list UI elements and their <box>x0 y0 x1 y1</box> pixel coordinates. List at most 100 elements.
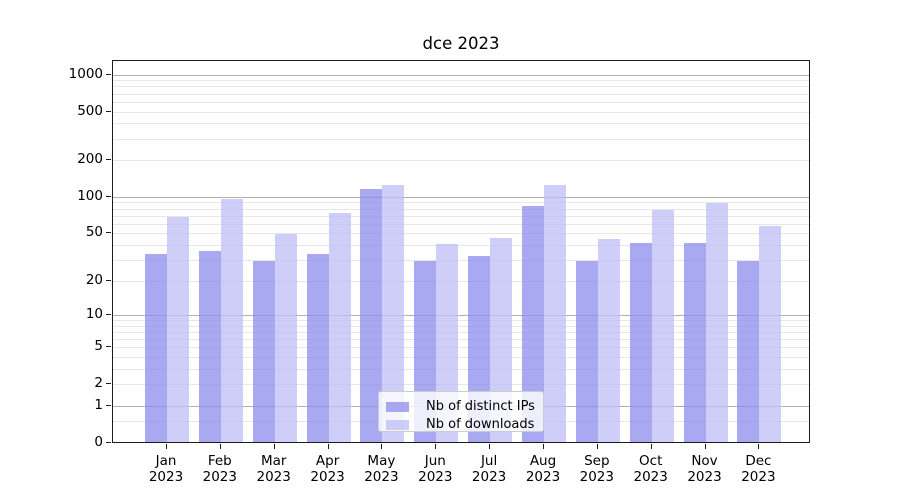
y-tick-label-200: 200 <box>77 151 103 168</box>
x-tick-label-mar: Mar 2023 <box>256 453 291 485</box>
x-tick-label-apr: Apr 2023 <box>310 453 345 485</box>
x-tick-mark <box>166 443 167 449</box>
bar-downloads-oct <box>651 210 674 442</box>
bar-downloads-jul <box>490 237 513 442</box>
bar-distinct-ips-apr <box>306 254 329 442</box>
bar-downloads-apr <box>328 213 351 442</box>
gridline-200 <box>113 160 809 162</box>
gridline-90 <box>113 202 809 204</box>
x-tick-label-dec: Dec 2023 <box>741 453 776 485</box>
bar-downloads-nov <box>705 202 728 442</box>
bar-distinct-ips-jan <box>145 254 167 442</box>
x-tick-mark <box>543 443 544 449</box>
bar-distinct-ips-mar <box>252 260 275 442</box>
bar-distinct-ips-feb <box>198 250 221 442</box>
gridline-1000 <box>113 74 809 76</box>
y-tick-mark <box>106 314 111 316</box>
gridline-900 <box>113 80 809 82</box>
x-tick-label-oct: Oct 2023 <box>633 453 668 485</box>
bar-downloads-may <box>382 184 405 442</box>
y-tick-label-20: 20 <box>85 271 103 288</box>
gridline-700 <box>113 93 809 95</box>
x-tick-mark <box>219 443 221 449</box>
y-tick-mark <box>106 159 111 161</box>
gridline-8 <box>113 325 809 327</box>
y-tick-mark <box>106 73 111 75</box>
plot-area <box>112 60 810 443</box>
x-tick-label-nov: Nov 2023 <box>687 453 722 485</box>
bar-downloads-feb <box>220 198 243 442</box>
legend-swatch-distinct-ips <box>386 402 409 412</box>
gridline-400 <box>113 123 809 125</box>
bar-downloads-dec <box>759 225 782 442</box>
y-tick-label-50: 50 <box>85 224 103 241</box>
y-tick-mark <box>106 195 111 197</box>
y-tick-label-1: 1 <box>94 397 103 413</box>
gridline-5 <box>113 347 809 349</box>
legend-row: Nb of distinct IPs <box>379 398 543 416</box>
y-tick-label-100: 100 <box>77 187 103 204</box>
bar-distinct-ips-may <box>360 189 383 442</box>
x-tick-mark <box>489 443 491 449</box>
x-tick-label-may: May 2023 <box>364 453 399 485</box>
x-tick-mark <box>758 443 760 449</box>
legend-label-distinct-ips: Nb of distinct IPs <box>426 399 535 414</box>
gridline-60 <box>113 223 809 225</box>
gridline-800 <box>113 86 809 88</box>
gridline-4 <box>113 357 809 359</box>
x-tick-label-aug: Aug 2023 <box>525 453 561 485</box>
y-tick-label-5: 5 <box>94 338 103 355</box>
x-tick-mark <box>327 443 329 449</box>
y-tick-label-500: 500 <box>77 102 103 119</box>
y-tick-mark <box>106 442 111 443</box>
y-tick-mark <box>106 232 111 234</box>
gridline-20 <box>113 280 809 282</box>
y-tick-label-0: 0 <box>94 434 103 450</box>
y-tick-label-2: 2 <box>94 375 103 392</box>
y-tick-label-10: 10 <box>85 306 103 323</box>
gridline-80 <box>113 208 809 210</box>
legend-swatch-downloads <box>386 420 409 430</box>
x-tick-label-feb: Feb 2023 <box>202 453 237 485</box>
bar-downloads-jan <box>167 217 189 442</box>
bar-downloads-sep <box>597 238 620 442</box>
gridline-500 <box>113 111 809 113</box>
y-tick-label-1000: 1000 <box>68 65 103 82</box>
bar-distinct-ips-sep <box>575 260 598 442</box>
y-tick-mark <box>106 405 111 406</box>
x-tick-mark <box>704 443 706 449</box>
bar-downloads-mar <box>274 234 297 442</box>
x-tick-label-jun: Jun 2023 <box>418 453 453 485</box>
y-tick-mark <box>106 383 111 385</box>
gridline-7 <box>113 332 809 334</box>
x-tick-label-sep: Sep 2023 <box>579 453 614 485</box>
x-tick-mark <box>596 443 598 449</box>
gridline-30 <box>113 259 809 261</box>
gridline-600 <box>113 101 809 103</box>
x-tick-label-jan: Jan 2023 <box>148 453 184 485</box>
x-tick-mark <box>435 443 437 449</box>
y-tick-mark <box>106 346 111 348</box>
y-tick-mark <box>106 279 111 281</box>
bar-distinct-ips-aug <box>522 205 544 442</box>
gridline-100 <box>113 196 809 198</box>
bar-distinct-ips-nov <box>683 242 706 442</box>
gridline-40 <box>113 245 809 246</box>
legend: Nb of distinct IPs Nb of downloads <box>378 391 544 432</box>
bar-downloads-aug <box>544 184 566 442</box>
x-tick-mark <box>650 443 652 449</box>
x-tick-mark <box>381 443 383 449</box>
chart-title: dce 2023 <box>422 34 500 53</box>
gridline-300 <box>113 138 809 140</box>
bar-distinct-ips-dec <box>737 260 760 442</box>
gridline-50 <box>113 233 809 235</box>
gridline-3 <box>113 369 809 371</box>
x-tick-mark <box>273 443 275 449</box>
gridline-70 <box>113 215 809 217</box>
legend-label-downloads: Nb of downloads <box>426 417 535 432</box>
gridline-6 <box>113 339 809 341</box>
y-tick-mark <box>106 110 111 112</box>
gridline-10 <box>113 315 809 317</box>
x-tick-label-jul: Jul 2023 <box>471 453 507 485</box>
